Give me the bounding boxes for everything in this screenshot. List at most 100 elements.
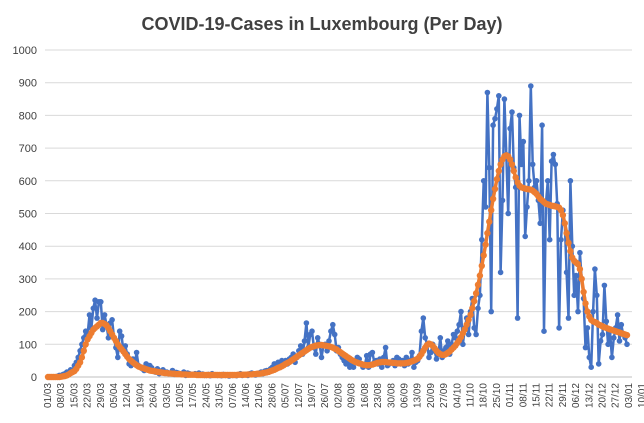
data-point (611, 335, 617, 341)
x-tick-label: 12/04 (122, 383, 133, 408)
data-point (78, 354, 86, 361)
x-tick-label: 15/03 (69, 383, 80, 408)
data-point (578, 275, 585, 283)
x-tick-label: 06/12 (571, 383, 582, 408)
data-point (594, 292, 600, 299)
data-point (382, 344, 389, 351)
x-tick-label: 15/11 (531, 383, 542, 408)
x-tick-label: 11/10 (465, 383, 476, 408)
data-point (497, 161, 504, 168)
data-point (86, 312, 93, 318)
y-tick-label: 300 (19, 274, 37, 286)
data-point (582, 300, 589, 307)
y-tick-label: 200 (19, 307, 37, 319)
data-point (82, 341, 89, 348)
y-tick-label: 800 (19, 110, 37, 122)
data-point (80, 347, 88, 354)
data-point (561, 220, 568, 227)
data-point (133, 349, 140, 356)
y-tick-label: 400 (19, 241, 37, 253)
x-tick-label: 03/05 (162, 383, 173, 408)
y-tick-label: 700 (19, 143, 37, 155)
data-point (350, 364, 357, 371)
data-point (472, 290, 480, 297)
data-point (469, 305, 476, 312)
data-point (576, 265, 584, 273)
data-point (584, 308, 591, 315)
data-point (116, 328, 123, 335)
data-point (499, 197, 506, 204)
data-point (586, 354, 593, 361)
x-tick-label: 08/03 (56, 383, 67, 408)
data-point (411, 364, 417, 371)
data-point (433, 356, 440, 362)
data-point (488, 308, 495, 315)
y-tick-label: 600 (19, 176, 37, 188)
data-point (559, 211, 567, 219)
data-point (565, 239, 572, 247)
data-point (314, 335, 321, 341)
data-point (506, 156, 514, 163)
x-tick-label: 21/06 (254, 383, 265, 408)
y-tick-label: 500 (19, 209, 37, 221)
data-point (557, 207, 565, 214)
data-point (486, 164, 493, 171)
data-point (486, 218, 493, 225)
data-point (537, 220, 543, 227)
data-point (509, 109, 515, 115)
data-point (574, 261, 582, 268)
x-tick-label: 08/11 (518, 383, 529, 408)
y-tick-label: 900 (19, 78, 37, 90)
x-tick-label: 17/05 (188, 383, 199, 408)
data-point (501, 96, 508, 102)
data-point (614, 312, 621, 318)
data-point (409, 349, 415, 356)
data-point (524, 204, 530, 210)
y-tick-label: 1000 (13, 45, 37, 57)
data-point (556, 325, 562, 331)
data-point (603, 318, 610, 325)
data-point (309, 328, 315, 335)
data-point (609, 354, 615, 361)
data-point (577, 249, 583, 256)
data-point (101, 312, 108, 318)
chart-title: COVID-19-Cases in Luxembourg (Per Day) (141, 14, 502, 34)
data-point (479, 236, 485, 243)
x-tick-label: 22/11 (545, 383, 556, 408)
x-tick-label: 12/07 (294, 383, 305, 408)
data-point (301, 338, 308, 344)
data-point (330, 321, 336, 328)
data-point (463, 321, 470, 328)
x-tick-label: 07/06 (228, 383, 239, 408)
x-tick-label: 25/10 (492, 383, 503, 408)
data-point (109, 317, 115, 323)
data-point (599, 331, 606, 338)
data-point (526, 178, 532, 184)
data-point (369, 349, 376, 356)
data-point (552, 161, 559, 168)
data-point (590, 308, 596, 315)
x-tick-label: 30/08 (386, 383, 397, 408)
data-point (616, 338, 623, 344)
x-tick-label: 22/03 (83, 383, 94, 408)
data-point (476, 272, 484, 279)
data-point (494, 106, 500, 112)
data-point (458, 308, 464, 315)
data-point (480, 178, 487, 184)
data-point (582, 344, 589, 351)
x-tick-label: 29/03 (96, 383, 107, 408)
data-point (379, 364, 385, 371)
data-point (558, 236, 564, 243)
x-tick-label: 04/10 (452, 383, 463, 408)
x-tick-label: 10/01 (637, 383, 644, 408)
x-tick-label: 29/11 (558, 383, 569, 408)
data-point (507, 125, 513, 132)
x-tick-label: 19/07 (307, 383, 318, 408)
data-point (490, 122, 496, 128)
data-point (495, 167, 502, 175)
data-point (488, 207, 495, 214)
x-tick-label: 01/03 (43, 383, 54, 408)
data-point (478, 262, 485, 269)
